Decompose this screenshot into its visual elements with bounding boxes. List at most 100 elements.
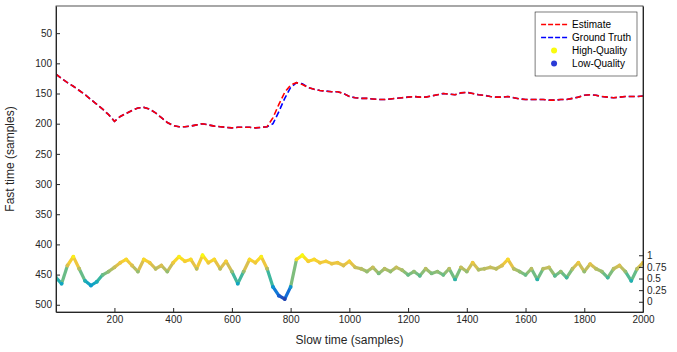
legend-line: [541, 24, 567, 26]
quality-point: [623, 270, 627, 274]
quality-point: [406, 273, 410, 277]
quality-point: [253, 261, 257, 265]
quality-point: [506, 258, 510, 262]
tick-mark: [56, 244, 60, 245]
quality-point: [518, 270, 522, 274]
quality-point: [242, 270, 246, 274]
quality-point: [383, 267, 387, 271]
tick: 400: [35, 239, 60, 250]
legend-label: Estimate: [572, 19, 611, 30]
quality-point: [271, 285, 275, 289]
tick-mark: [232, 308, 233, 312]
tick: 0: [639, 296, 653, 307]
axis-line: [643, 7, 644, 313]
tick-mark: [56, 184, 60, 185]
tick: 500: [35, 299, 60, 310]
legend-label: Ground Truth: [572, 32, 631, 43]
tick-label: 600: [224, 314, 241, 325]
quality-point: [142, 258, 146, 262]
tick: 1400: [456, 308, 479, 325]
quality-point: [553, 274, 557, 278]
quality-point: [465, 270, 469, 274]
quality-point: [365, 270, 369, 274]
quality-point: [289, 285, 293, 289]
tick-label: 300: [35, 179, 52, 190]
quality-point: [471, 261, 475, 265]
tick-mark: [408, 308, 409, 312]
tick-mark: [114, 308, 115, 312]
axis: 50100150200250300350400450500: [35, 7, 60, 313]
tick: 1800: [574, 308, 597, 325]
tick-mark: [467, 308, 468, 312]
quality-point: [394, 265, 398, 269]
quality-point: [177, 255, 181, 259]
quality-point: [248, 258, 252, 262]
quality-point: [477, 268, 481, 272]
quality-point: [66, 264, 70, 268]
quality-point: [124, 258, 128, 262]
quality-segment: [631, 269, 637, 281]
quality-point: [524, 273, 528, 277]
quality-point: [154, 267, 158, 271]
tick-mark: [584, 308, 585, 312]
tick-label: 1: [647, 250, 653, 261]
quality-point: [148, 261, 152, 265]
tick-mark: [639, 290, 643, 291]
line-series: [56, 74, 643, 128]
quality-point: [635, 267, 639, 271]
tick-mark: [56, 214, 60, 215]
tick-label: 250: [35, 149, 52, 160]
tick: 200: [35, 118, 60, 129]
legend-label: High-Quality: [572, 45, 627, 56]
quality-segment: [285, 287, 291, 299]
quality-point: [483, 267, 487, 271]
line-series: [56, 74, 643, 128]
quality-segment: [267, 269, 273, 287]
tick: 300: [35, 179, 60, 190]
quality-segment: [238, 272, 244, 284]
tick-label: 400: [165, 314, 182, 325]
quality-point: [512, 267, 516, 271]
tick-label: 200: [35, 118, 52, 129]
quality-point: [530, 267, 534, 271]
quality-point: [588, 262, 592, 266]
quality-point: [83, 279, 87, 283]
quality-point: [218, 267, 222, 271]
tick-mark: [291, 308, 292, 312]
tick-label: 1600: [515, 314, 538, 325]
quality-segment: [455, 267, 461, 279]
quality-segment: [73, 257, 79, 269]
quality-point: [107, 270, 111, 274]
plot-frame: [56, 6, 643, 312]
quality-point: [500, 264, 504, 268]
tick-label: 1200: [397, 314, 420, 325]
quality-point: [559, 270, 563, 274]
tick: 250: [35, 149, 60, 160]
quality-point: [201, 253, 205, 257]
quality-point: [212, 258, 216, 262]
quality-point: [347, 259, 351, 263]
tick-label: 450: [35, 269, 52, 280]
quality-point: [600, 270, 604, 274]
quality-point: [353, 265, 357, 269]
quality-point: [488, 265, 492, 269]
tick-label: 200: [107, 314, 124, 325]
tick: 0.75: [639, 262, 667, 273]
tick-mark: [56, 94, 60, 95]
quality-point: [430, 272, 434, 276]
tick-label: 150: [35, 88, 52, 99]
quality-point: [295, 258, 299, 262]
quality-curve: [56, 253, 643, 301]
tick-label: 2000: [632, 314, 655, 325]
quality-point: [494, 267, 498, 271]
tick: 1000: [339, 308, 362, 325]
quality-point: [336, 261, 340, 265]
legend-label: Low-Quality: [572, 58, 625, 69]
tick-mark: [56, 154, 60, 155]
y-axis-title: Fast time (samples): [3, 106, 17, 211]
quality-point: [77, 267, 81, 271]
x-axis-title: Slow time (samples): [295, 333, 403, 347]
tick: 1: [639, 250, 653, 261]
quality-point: [165, 270, 169, 274]
tick-label: 350: [35, 209, 52, 220]
